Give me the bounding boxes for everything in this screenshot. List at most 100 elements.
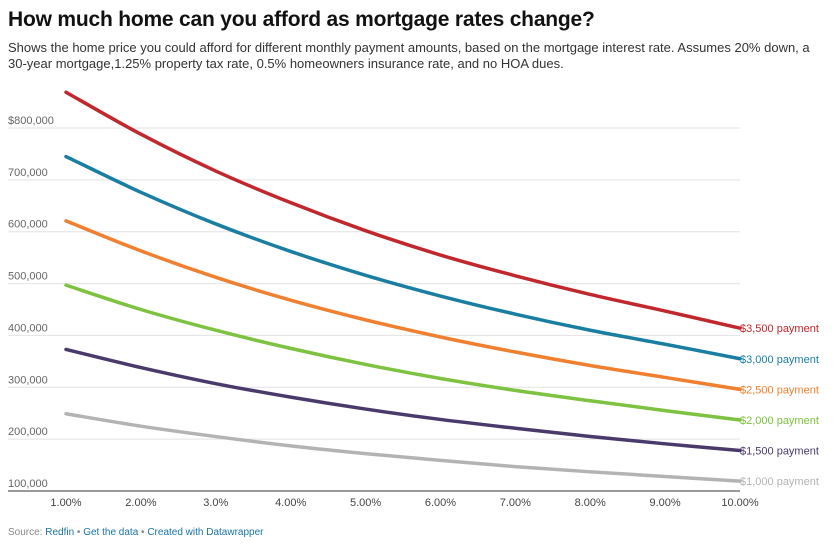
data-point xyxy=(214,276,217,279)
footer-separator: • xyxy=(138,527,148,538)
data-point xyxy=(64,155,67,158)
data-point xyxy=(664,343,667,346)
series-labels: $3,500 payment $3,000 payment $2,500 payme… xyxy=(740,323,819,488)
series-label: $1,000 payment xyxy=(740,476,819,488)
data-point xyxy=(364,452,367,455)
data-point xyxy=(664,409,667,412)
y-tick-label: 700,000 xyxy=(8,167,48,179)
x-axis-ticks: 1.00% 2.00% 3.0% 4.00% 5.00% 6.00% 7.00% 8.00% 9… xyxy=(50,497,758,509)
series-line-2-000-payment xyxy=(64,283,742,422)
gridlines xyxy=(8,127,740,492)
data-point xyxy=(514,389,517,392)
series-line-1-500-payment xyxy=(64,347,742,453)
data-point xyxy=(64,412,67,415)
series-label: $1,500 payment xyxy=(740,446,819,458)
data-point xyxy=(214,329,217,332)
data-point xyxy=(364,229,367,232)
data-point xyxy=(439,294,442,297)
data-point xyxy=(214,382,217,385)
data-point xyxy=(139,366,142,369)
data-point xyxy=(139,308,142,311)
y-tick-label: 400,000 xyxy=(8,322,48,334)
data-point xyxy=(664,309,667,312)
data-point xyxy=(589,293,592,296)
data-point xyxy=(214,169,217,172)
data-point xyxy=(514,465,517,468)
data-point xyxy=(139,249,142,252)
get-data-link[interactable]: Get the data xyxy=(83,527,139,538)
x-tick-label: 6.00% xyxy=(425,497,456,509)
series-line-3-000-payment xyxy=(64,154,742,361)
x-tick-label: 4.00% xyxy=(275,497,306,509)
data-point xyxy=(289,347,292,350)
footer: Source: Redfin • Get the data • Created … xyxy=(8,527,264,538)
data-point xyxy=(139,425,142,428)
data-point xyxy=(589,470,592,473)
series-line-2-500-payment xyxy=(64,219,742,392)
data-point xyxy=(64,219,67,222)
x-tick-label: 1.00% xyxy=(50,497,81,509)
x-tick-label: 2.00% xyxy=(125,497,156,509)
data-point xyxy=(664,376,667,379)
data-point xyxy=(289,250,292,253)
y-tick-label: 500,000 xyxy=(8,271,48,283)
series-label: $2,500 payment xyxy=(740,384,819,396)
x-tick-label: 5.00% xyxy=(350,497,381,509)
footer-separator: • xyxy=(74,527,84,538)
x-tick-label: 9.00% xyxy=(650,497,681,509)
data-point xyxy=(289,201,292,204)
data-point xyxy=(214,222,217,225)
y-tick-label: 100,000 xyxy=(8,478,48,490)
series-label: $2,000 payment xyxy=(740,415,819,427)
data-point xyxy=(589,399,592,402)
x-tick-label: 3.0% xyxy=(203,497,228,509)
data-point xyxy=(289,444,292,447)
source-prefix: Source: xyxy=(8,527,46,538)
y-tick-label: 300,000 xyxy=(8,374,48,386)
y-tick-label: $800,000 xyxy=(8,115,54,127)
data-point xyxy=(439,377,442,380)
data-point xyxy=(439,335,442,338)
data-point xyxy=(139,133,142,136)
series-lines xyxy=(64,90,742,483)
data-point xyxy=(64,348,67,351)
data-point xyxy=(514,427,517,430)
x-tick-label: 7.00% xyxy=(500,497,531,509)
chart-description: Shows the home price you could afford fo… xyxy=(8,40,810,71)
data-point xyxy=(64,91,67,94)
series-line-3-500-payment xyxy=(64,90,742,330)
data-point xyxy=(664,442,667,445)
data-point xyxy=(289,396,292,399)
data-point xyxy=(364,407,367,410)
y-tick-label: 600,000 xyxy=(8,219,48,231)
data-point xyxy=(514,350,517,353)
data-point xyxy=(664,475,667,478)
data-point xyxy=(364,363,367,366)
data-point xyxy=(589,435,592,438)
data-point xyxy=(64,284,67,287)
data-point xyxy=(589,329,592,332)
x-tick-label: 10.00% xyxy=(721,497,759,509)
data-point xyxy=(514,313,517,316)
datawrapper-link[interactable]: Created with Datawrapper xyxy=(147,527,264,538)
data-point xyxy=(139,191,142,194)
data-point xyxy=(289,299,292,302)
y-axis-ticks: 100,000 200,000 300,000 400,000 500,000 600,0… xyxy=(8,115,54,490)
y-tick-label: 200,000 xyxy=(8,426,48,438)
data-point xyxy=(589,364,592,367)
data-point xyxy=(364,274,367,277)
data-point xyxy=(439,459,442,462)
data-point xyxy=(214,435,217,438)
series-label: $3,500 payment xyxy=(740,323,819,335)
data-point xyxy=(364,318,367,321)
series-line-1-000-payment xyxy=(64,411,742,483)
x-tick-label: 8.00% xyxy=(575,497,606,509)
chart-title: How much home can you afford as mortgage… xyxy=(8,8,595,31)
data-point xyxy=(514,274,517,277)
source-link[interactable]: Redfin xyxy=(45,527,75,538)
data-point xyxy=(439,418,442,421)
series-label: $3,000 payment xyxy=(740,354,819,366)
data-point xyxy=(439,253,442,256)
